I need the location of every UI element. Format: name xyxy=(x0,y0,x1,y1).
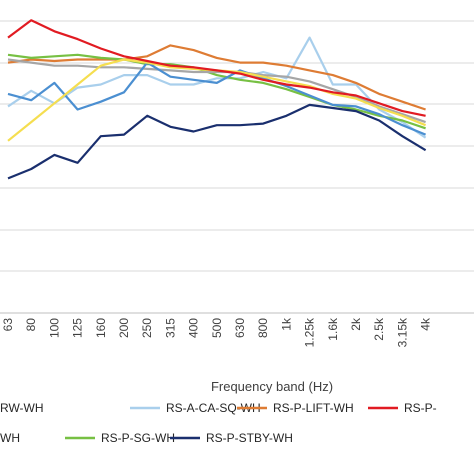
x-tick-labels: 63 80 100 125 160 200 250 315 400 500 630 800 1k 1.25… xyxy=(1,317,433,347)
x-tick-label: 4k xyxy=(419,317,433,331)
legend-item: RS-P-SG-WH xyxy=(65,431,175,445)
x-tick-label: 3.15k xyxy=(395,317,409,347)
series-line-1 xyxy=(7,44,426,111)
legend-label: RS-A-CA-SQ-WH xyxy=(166,401,261,415)
x-tick-label: 315 xyxy=(163,318,177,338)
x-tick-label: 1.6k xyxy=(326,317,340,341)
x-tick-label: 800 xyxy=(256,318,270,338)
x-tick-label: 2k xyxy=(349,317,363,331)
x-tick-label: 80 xyxy=(24,318,38,332)
x-tick-label: 630 xyxy=(233,318,247,338)
x-tick-label: 160 xyxy=(94,318,108,338)
legend-label: -WH xyxy=(0,431,20,445)
x-tick-label: 1k xyxy=(279,317,293,331)
legend-label: RS-P- xyxy=(404,401,437,415)
legend-item: RS-P- xyxy=(368,401,437,415)
series-line-5 xyxy=(7,58,426,124)
x-tick-label: 63 xyxy=(1,318,15,332)
series-line-2 xyxy=(7,19,426,117)
x-tick-label: 250 xyxy=(140,318,154,338)
x-tick-label: 200 xyxy=(117,318,131,338)
series-line-0 xyxy=(7,36,427,139)
x-tick-label: 1.25k xyxy=(303,317,317,347)
x-axis-title: Frequency band (Hz) xyxy=(211,379,333,394)
legend-item: RS-A-CA-SQ-WH xyxy=(130,401,261,415)
series-layer xyxy=(7,19,427,180)
legend-item: RS-P-STBY-WH xyxy=(170,431,293,445)
x-tick-label: 125 xyxy=(71,318,85,338)
legend-label: RS-P-SG-WH xyxy=(101,431,175,445)
legend-item: -WH xyxy=(0,431,20,445)
series-line-4 xyxy=(7,103,427,180)
series-line-3 xyxy=(7,53,426,130)
legend-item: -RW-WH xyxy=(0,401,44,415)
series-line-6 xyxy=(7,61,427,136)
x-tick-label: 500 xyxy=(210,318,224,338)
x-tick-label: 2.5k xyxy=(372,317,386,341)
legend-item: RS-P-LIFT-WH xyxy=(237,401,354,415)
legend-label: RS-P-LIFT-WH xyxy=(273,401,354,415)
x-tick-label: 100 xyxy=(47,318,61,338)
legend-label: RS-P-STBY-WH xyxy=(206,431,293,445)
x-tick-label: 400 xyxy=(187,318,201,338)
legend: -RW-WH RS-A-CA-SQ-WH RS-P-LIFT-WH RS-P- -WH R… xyxy=(0,401,437,445)
legend-label: -RW-WH xyxy=(0,401,44,415)
